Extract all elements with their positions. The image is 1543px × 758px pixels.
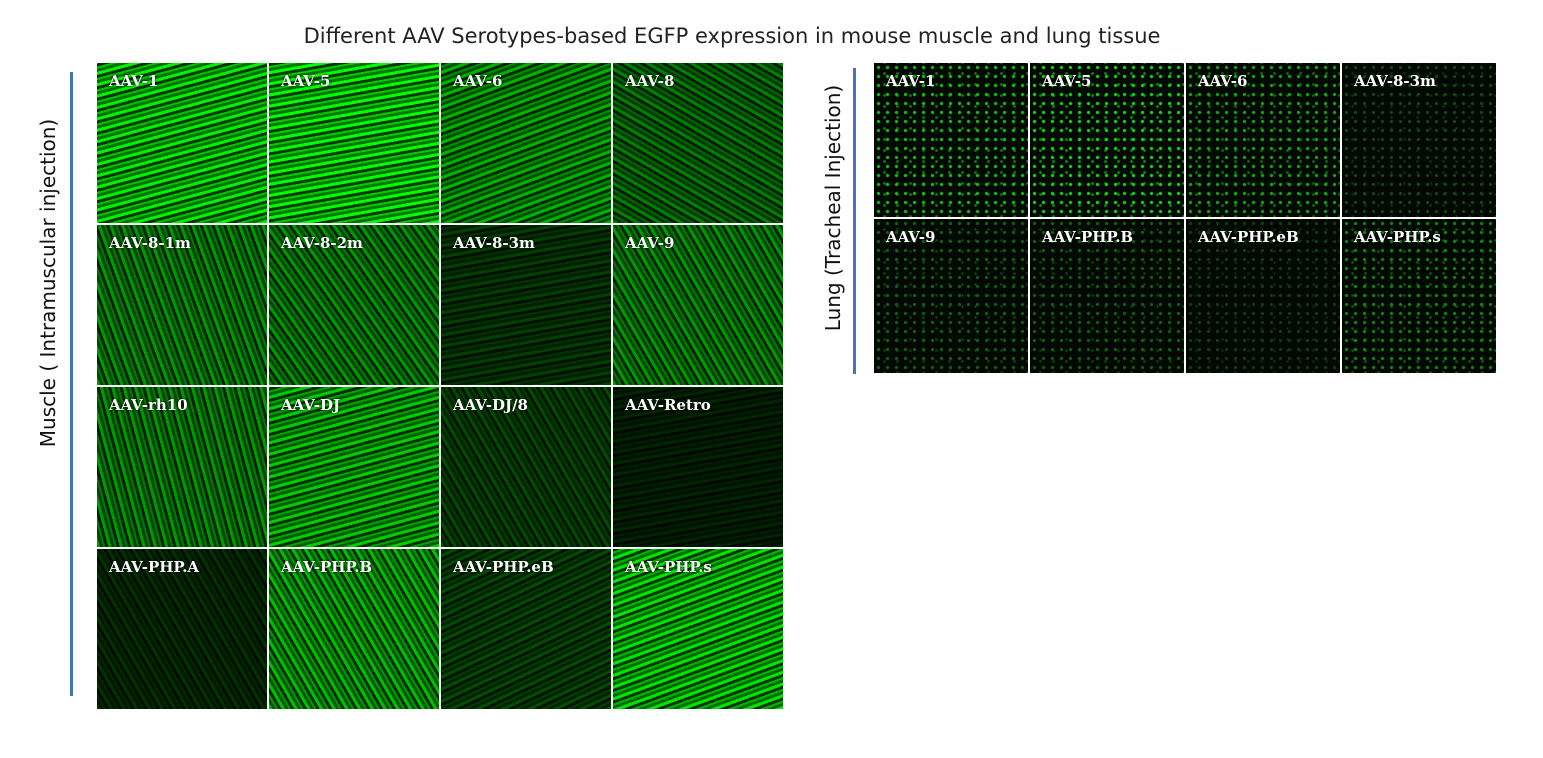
micrograph: AAV-PHP.B	[269, 549, 439, 709]
micrograph: AAV-1	[97, 63, 267, 223]
micrograph: AAV-1	[874, 63, 1028, 217]
micrograph: AAV-8	[613, 63, 783, 223]
tile-label: AAV-Retro	[625, 396, 711, 414]
micrograph: AAV-8-2m	[269, 225, 439, 385]
tile-label: AAV-5	[281, 72, 331, 90]
micrograph: AAV-6	[441, 63, 611, 223]
tile-label: AAV-PHP.s	[625, 558, 712, 576]
tile-label: AAV-PHP.A	[109, 558, 200, 576]
tile-label: AAV-6	[453, 72, 503, 90]
section-label: Lung (Tracheal Injection)	[821, 84, 845, 332]
micrograph: AAV-rh10	[97, 387, 267, 547]
tile-label: AAV-1	[109, 72, 159, 90]
micrograph: AAV-6	[1186, 63, 1340, 217]
tile-label: AAV-8-3m	[453, 234, 535, 252]
tile-label: AAV-8-2m	[281, 234, 363, 252]
micrograph: AAV-PHP.s	[1342, 219, 1496, 373]
micrograph: AAV-9	[874, 219, 1028, 373]
micrograph: AAV-8-3m	[441, 225, 611, 385]
tile-label: AAV-PHP.B	[281, 558, 373, 576]
tile-label: AAV-PHP.eB	[1198, 228, 1299, 246]
micrograph: AAV-PHP.eB	[441, 549, 611, 709]
micrograph: AAV-8-1m	[97, 225, 267, 385]
figure-title: Different AAV Serotypes-based EGFP expre…	[303, 24, 1161, 48]
micrograph: AAV-PHP.B	[1030, 219, 1184, 373]
tile-label: AAV-5	[1042, 72, 1092, 90]
tile-label: AAV-PHP.s	[1354, 228, 1441, 246]
tile-label: AAV-8-3m	[1354, 72, 1436, 90]
tile-label: AAV-6	[1198, 72, 1248, 90]
tile-label: AAV-9	[625, 234, 675, 252]
micrograph: AAV-PHP.A	[97, 549, 267, 709]
tile-label: AAV-PHP.eB	[453, 558, 554, 576]
tile-label: AAV-1	[886, 72, 936, 90]
micrograph: AAV-5	[1030, 63, 1184, 217]
tile-label: AAV-DJ	[281, 396, 341, 414]
micrograph: AAV-DJ	[269, 387, 439, 547]
tile-label: AAV-DJ/8	[453, 396, 528, 414]
micrograph: AAV-5	[269, 63, 439, 223]
micrograph: AAV-8-3m	[1342, 63, 1496, 217]
section-label: Muscle ( Intramuscular injection)	[36, 118, 60, 448]
micrograph: AAV-Retro	[613, 387, 783, 547]
micrograph: AAV-DJ/8	[441, 387, 611, 547]
micrograph: AAV-PHP.s	[613, 549, 783, 709]
tile-label: AAV-PHP.B	[1042, 228, 1134, 246]
section-bar	[853, 68, 856, 374]
section-bar	[70, 72, 73, 696]
tile-label: AAV-rh10	[109, 396, 188, 414]
tile-label: AAV-8	[625, 72, 675, 90]
micrograph: AAV-PHP.eB	[1186, 219, 1340, 373]
tile-label: AAV-9	[886, 228, 936, 246]
micrograph: AAV-9	[613, 225, 783, 385]
tile-label: AAV-8-1m	[109, 234, 191, 252]
